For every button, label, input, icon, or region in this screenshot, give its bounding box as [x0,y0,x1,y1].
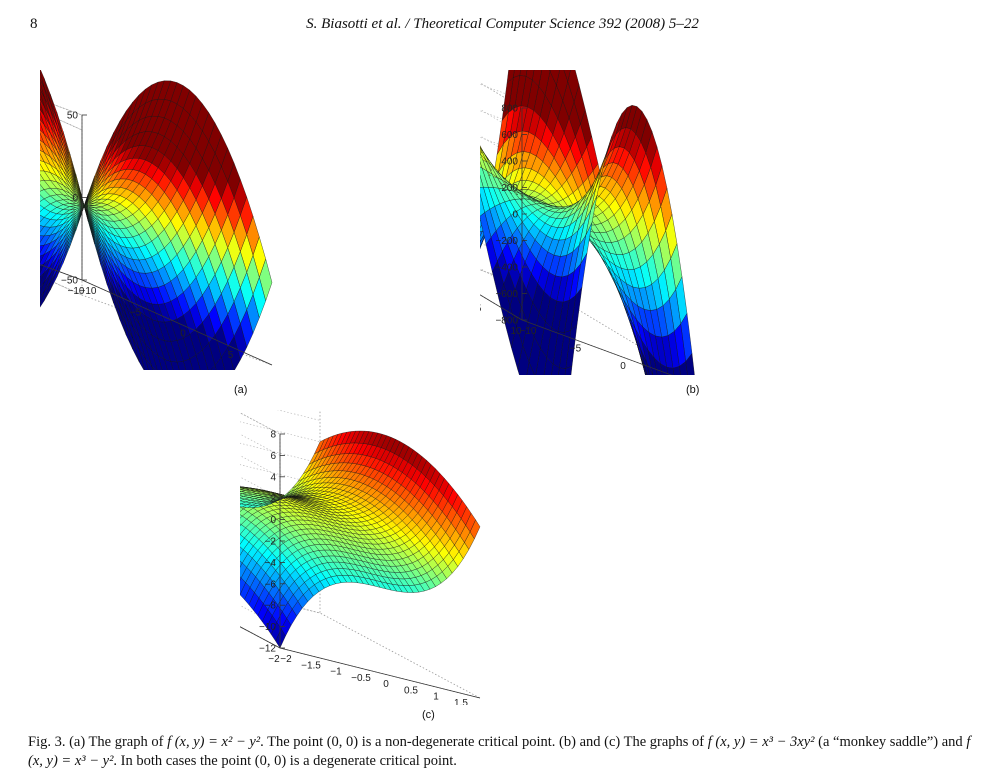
caption-formula-a: f (x, y) = x² − y² [167,734,260,750]
panel-label-a: (a) [234,384,247,396]
z-tick-label: 0 [72,193,78,204]
x-tick-label: −1.5 [301,660,321,671]
x-tick-label: 0 [180,329,186,340]
caption-formula-b: f (x, y) = x³ − 3xy² [708,734,815,750]
caption-mid-1: . The point (0, 0) is a non-degenerate c… [260,734,704,750]
z-tick-label: −200 [495,236,518,247]
surface-plot-a-svg: 500−50−10−505101050−5−10 [40,70,480,370]
x-tick-label: 5 [228,350,234,361]
z-tick-label: −10 [259,622,276,633]
z-tick-label: −400 [495,263,518,274]
z-tick-label: −8 [265,601,277,612]
x-tick-label: 2 [483,704,489,705]
x-tick-label: 0.5 [404,685,418,696]
z-tick-label: −4 [265,558,277,569]
y-tick-label: 10 [510,326,522,337]
x-tick-label: −0.5 [351,673,371,684]
x-tick-label: 1 [433,692,439,703]
x-tick-label: −5 [130,307,142,318]
z-tick-label: 0 [512,210,518,221]
z-tick-label: −2 [265,537,277,548]
x-tick-label: 1.5 [454,698,468,705]
x-tick-label: 0 [620,361,626,372]
z-tick-label: 800 [501,104,518,115]
x-tick-label: −2 [280,654,292,665]
surface-facet [240,486,242,487]
z-tick-label: −600 [495,289,518,300]
x-tick-label: −5 [570,344,582,355]
z-grid-line [240,410,320,434]
x-tick-label: −10 [520,326,537,337]
z-tick-label: 400 [501,157,518,168]
surface-plot-c: 86420−2−4−6−8−10−12−2−1.5−1−0.500.511.52… [240,410,660,705]
surface-plot-a: 500−50−10−505101050−5−10 [40,70,480,370]
caption-mid-2: (a “monkey saddle”) and [818,734,963,750]
panel-label-b: (b) [686,384,699,396]
z-tick-label: 2 [270,494,276,505]
y-tick-label: −2 [268,654,280,665]
z-tick-label: −6 [265,579,277,590]
z-tick-label: 8 [270,430,276,441]
surface-plot-b-svg: 8006004002000−200−400−600−800−10−50510−1… [480,70,980,375]
surface-plot-c-svg: 86420−2−4−6−8−10−12−2−1.5−1−0.500.511.52… [240,410,660,705]
running-head: S. Biasotti et al. / Theoretical Compute… [0,16,1005,33]
panel-label-c: (c) [422,709,435,721]
z-tick-label: 600 [501,130,518,141]
surface-plot-b: 8006004002000−200−400−600−800−10−50510−1… [480,70,980,375]
y-tick-label: 5 [480,304,482,315]
x-tick-label: −1 [330,667,342,678]
surface-mesh [240,431,480,648]
caption-prefix: Fig. 3. (a) The graph of [28,734,163,750]
figure-caption: Fig. 3. (a) The graph of f (x, y) = x² −… [28,733,978,771]
z-tick-label: 200 [501,183,518,194]
z-tick-label: −800 [495,316,518,327]
x-tick-label: 0 [383,679,389,690]
z-tick-label: 50 [67,111,79,122]
z-tick-label: 0 [270,515,276,526]
z-tick-label: −50 [61,276,78,287]
caption-end: . In both cases the point (0, 0) is a de… [113,753,456,769]
y-tick-label: −10 [68,286,85,297]
z-tick-label: 4 [270,472,276,483]
z-tick-label: 6 [270,451,276,462]
